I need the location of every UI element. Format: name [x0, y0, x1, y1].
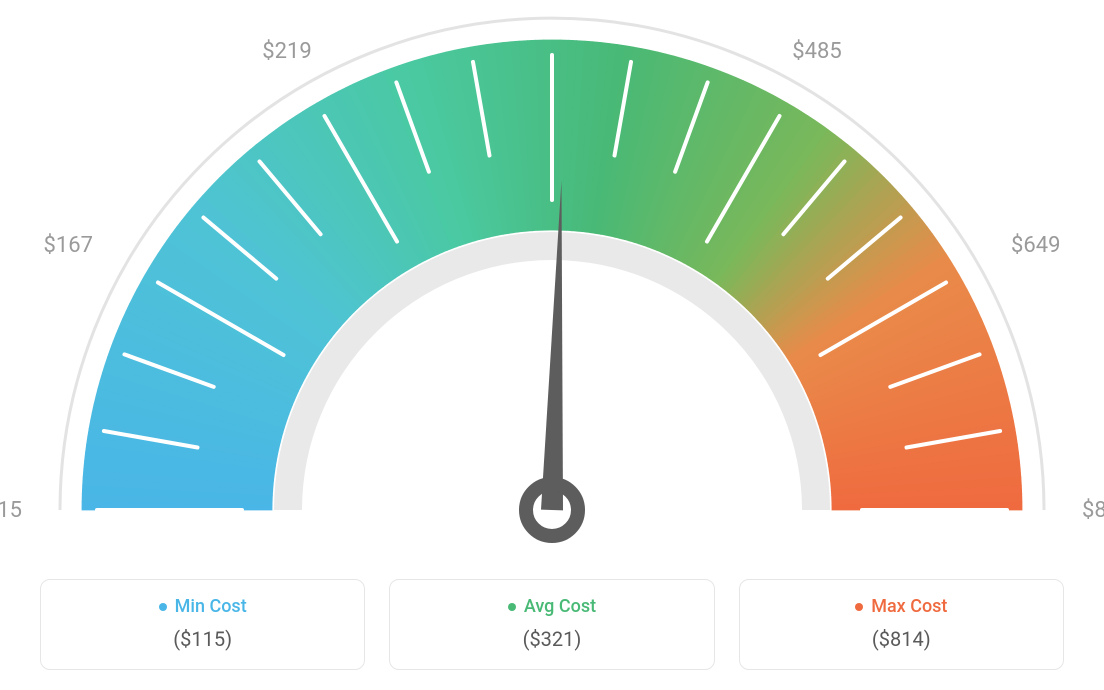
- legend-label-min: Min Cost: [175, 596, 247, 617]
- legend-card-avg: Avg Cost ($321): [389, 579, 714, 671]
- legend-title-avg: Avg Cost: [508, 596, 596, 617]
- svg-text:$649: $649: [1011, 233, 1060, 258]
- svg-text:$485: $485: [792, 39, 841, 64]
- legend-card-min: Min Cost ($115): [40, 579, 365, 671]
- legend-value-avg: ($321): [410, 627, 693, 651]
- svg-text:$167: $167: [44, 233, 93, 258]
- legend-value-max: ($814): [760, 627, 1043, 651]
- legend-label-avg: Avg Cost: [524, 596, 596, 617]
- legend-value-min: ($115): [61, 627, 344, 651]
- legend-row: Min Cost ($115) Avg Cost ($321) Max Cost…: [40, 579, 1064, 671]
- legend-dot-min: [159, 603, 167, 611]
- svg-text:$814: $814: [1082, 498, 1104, 523]
- legend-title-min: Min Cost: [159, 596, 247, 617]
- legend-title-max: Max Cost: [855, 596, 947, 617]
- legend-dot-avg: [508, 603, 516, 611]
- legend-label-max: Max Cost: [871, 596, 947, 617]
- legend-dot-max: [855, 603, 863, 611]
- svg-text:$219: $219: [262, 39, 311, 64]
- svg-text:$115: $115: [0, 498, 22, 523]
- legend-card-max: Max Cost ($814): [739, 579, 1064, 671]
- cost-gauge: $115$167$219$321$485$649$814: [0, 0, 1104, 560]
- gauge-svg: $115$167$219$321$485$649$814: [0, 0, 1104, 560]
